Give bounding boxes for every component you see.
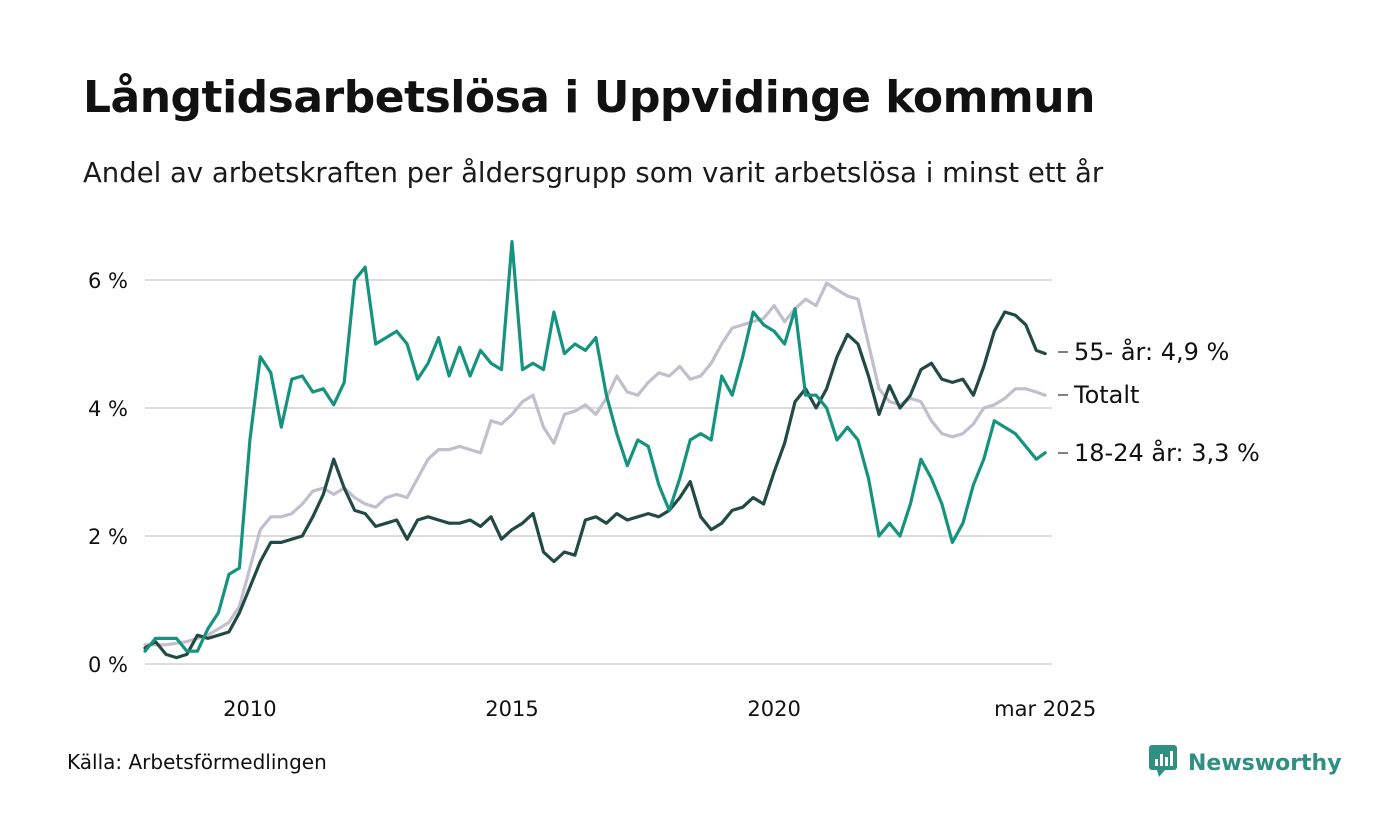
- series-line-2: [143, 240, 1047, 653]
- gridlines: [145, 279, 1052, 665]
- source-note: Källa: Arbetsförmedlingen: [67, 750, 327, 774]
- x-tick-label: 2015: [485, 697, 538, 721]
- y-tick-label: 0 %: [88, 653, 128, 677]
- y-tick-label: 2 %: [88, 525, 128, 549]
- y-tick-label: 6 %: [88, 269, 128, 293]
- bar-chart-speech-bubble-icon: [1148, 744, 1178, 782]
- series-end-label: Totalt: [1073, 381, 1139, 409]
- y-tick-label: 4 %: [88, 397, 128, 421]
- x-tick-label: 2020: [747, 697, 800, 721]
- series-line-1: [143, 310, 1047, 660]
- x-axis-ticks: 2010 2015 2020 mar 2025: [223, 697, 1096, 721]
- series-end-label: 18-24 år: 3,3 %: [1074, 438, 1260, 467]
- x-tick-label: 2010: [223, 697, 276, 721]
- chart-title: Långtidsarbetslösa i Uppvidinge kommun: [83, 72, 1095, 123]
- series-end-label: 55- år: 4,9 %: [1074, 337, 1229, 366]
- brand-name: Newsworthy: [1188, 750, 1342, 776]
- brand-logo[interactable]: Newsworthy: [1148, 744, 1342, 782]
- end-labels: Totalt 55- år: 4,9 % 18-24 år: 3,3 %: [1058, 337, 1260, 467]
- chart-subtitle: Andel av arbetskraften per åldersgrupp s…: [83, 157, 1104, 189]
- x-tick-label: mar 2025: [994, 697, 1096, 721]
- y-axis-ticks: 0 % 2 % 4 % 6 %: [88, 269, 128, 677]
- series-lines: [143, 240, 1047, 660]
